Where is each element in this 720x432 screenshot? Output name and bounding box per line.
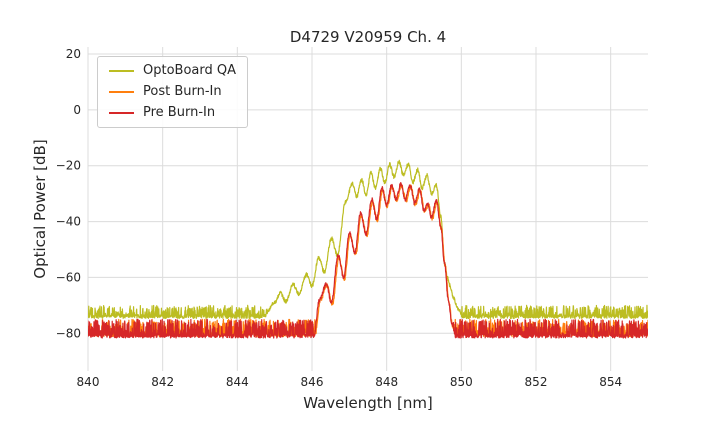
legend-item-post-burn-in: Post Burn-In	[109, 85, 236, 99]
series-line-optoboard-qa	[88, 159, 648, 320]
x-tick-label: 854	[599, 375, 622, 389]
y-axis-label: Optical Power [dB]	[31, 139, 49, 279]
legend-line-swatch-post-burn-in	[109, 90, 134, 94]
y-tick-label: −80	[56, 326, 81, 340]
y-tick-label: 20	[66, 47, 81, 61]
legend-label-post-burn-in: Post Burn-In	[143, 84, 222, 99]
legend-label-pre-burn-in: Pre Burn-In	[143, 105, 216, 120]
x-tick-label: 842	[151, 375, 174, 389]
x-axis-label: Wavelength [nm]	[303, 394, 433, 412]
y-tick-label: −20	[56, 159, 81, 173]
x-tick-label: 844	[226, 375, 249, 389]
x-tick-label: 852	[525, 375, 548, 389]
y-tick-label: −60	[56, 270, 81, 284]
x-tick-label: 846	[301, 375, 324, 389]
y-tick-label: −40	[56, 215, 81, 229]
legend-item-pre-burn-in: Pre Burn-In	[109, 106, 236, 120]
legend-line-swatch-pre-burn-in	[109, 111, 134, 115]
chart-title: D4729 V20959 Ch. 4	[289, 28, 447, 46]
series-line-pre-burn-in	[88, 182, 648, 339]
legend-line-swatch-optoboard-qa	[109, 69, 134, 73]
x-tick-label: 848	[375, 375, 398, 389]
legend-item-optoboard-qa: OptoBoard QA	[109, 64, 236, 78]
x-tick-label: 840	[77, 375, 100, 389]
y-tick-label: 0	[73, 103, 81, 117]
x-tick-label: 850	[450, 375, 473, 389]
legend: OptoBoard QA Post Burn-In Pre Burn-In	[97, 56, 248, 128]
legend-label-optoboard-qa: OptoBoard QA	[143, 63, 236, 78]
